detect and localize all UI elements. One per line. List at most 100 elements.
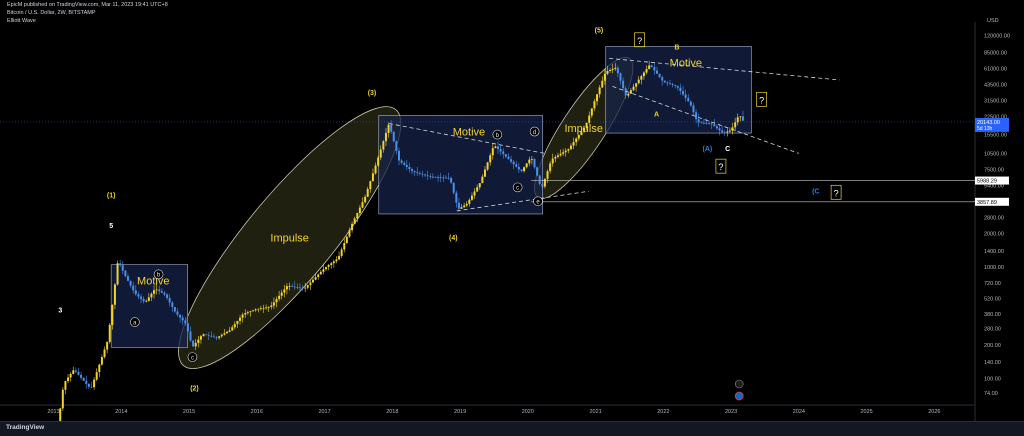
candle-body [311, 279, 314, 283]
price-tag-value: 3857.89 [977, 200, 997, 206]
candle-body [473, 191, 476, 196]
candle-body [90, 386, 93, 388]
candle-body [184, 320, 187, 324]
candle-body [140, 296, 143, 299]
candle-body [622, 80, 625, 89]
candle-body [713, 124, 716, 127]
candle-body [450, 177, 453, 183]
candle-body [562, 152, 565, 154]
candle-body [666, 82, 669, 84]
candle-body [710, 123, 713, 125]
y-tick-label: 2000.00 [984, 232, 1004, 238]
candle-body [489, 155, 492, 163]
candle-body [69, 373, 72, 378]
candle-body [650, 65, 653, 68]
price-tag-value: 20143.00 [977, 120, 1000, 126]
y-tick-label: 5400.00 [984, 184, 1004, 190]
candle-body [364, 196, 367, 203]
price-tag-value: 5988.29 [977, 179, 997, 185]
motive-label: Motive [453, 127, 485, 139]
candle-body [384, 132, 387, 142]
candle-body [663, 80, 666, 83]
candle-body [338, 255, 341, 260]
candle-body [588, 115, 591, 123]
candle-body [291, 286, 294, 287]
candle-body [603, 73, 606, 81]
candle-body [684, 94, 687, 98]
wave-label: 3 [58, 308, 62, 315]
candle-body [726, 131, 729, 133]
candle-body [476, 187, 479, 192]
candle-body [546, 171, 549, 179]
candle-body [520, 169, 523, 172]
candle-body [108, 324, 111, 343]
y-tick-label: 74.00 [984, 391, 998, 397]
candle-body [223, 333, 226, 335]
candle-body [207, 335, 210, 336]
candle-body [590, 108, 593, 116]
candle-body [559, 153, 562, 156]
candle-body [304, 287, 307, 289]
price-tag-countdown: 5d 13h [977, 126, 993, 132]
candle-body [379, 149, 382, 158]
x-tick-label: 2026 [928, 409, 940, 415]
candle-body [340, 249, 343, 256]
candle-body [249, 311, 252, 313]
candle-body [265, 307, 268, 309]
candle-body [121, 265, 124, 271]
candle-body [72, 370, 75, 374]
candle-body [205, 334, 208, 336]
candle-body [77, 371, 80, 375]
candle-body [525, 163, 528, 168]
candle-body [447, 177, 450, 179]
wave-circle [153, 269, 164, 280]
candle-body [405, 164, 408, 168]
candle-body [611, 68, 614, 70]
candle-body [468, 199, 471, 204]
candle-body [554, 156, 557, 159]
wave-label: (5) [595, 28, 604, 35]
price-tag [975, 176, 1009, 185]
candle-body [150, 293, 153, 298]
candle-body [254, 309, 257, 311]
candle-body [160, 291, 163, 293]
candle-body [411, 169, 414, 172]
candle-body [442, 177, 445, 179]
candle-body [176, 311, 179, 315]
y-tick-label: 120000.00 [984, 34, 1010, 40]
price-chart[interactable]: USD 120000.00 85000.00 61000.00 43500.00 3150… [0, 0, 1024, 421]
question-mark: ? [759, 95, 764, 105]
candle-body [437, 177, 440, 178]
flag-icon[interactable] [734, 391, 744, 401]
candle-body [596, 94, 599, 102]
candle-body [244, 313, 247, 315]
candle-body [408, 167, 411, 170]
candle-body [374, 165, 377, 174]
candle-body [551, 158, 554, 164]
candle-body [624, 88, 627, 96]
candle-body [322, 269, 325, 272]
candle-body [661, 77, 664, 81]
candle-body [583, 127, 586, 132]
y-tick-label: 31500.00 [984, 98, 1007, 104]
candle-body [345, 236, 348, 244]
candle-body [124, 270, 127, 277]
candle-body [353, 218, 356, 224]
candle-body [163, 292, 166, 295]
y-tick-label: 200.00 [984, 343, 1001, 349]
candle-body [431, 176, 434, 178]
candle-body [671, 84, 674, 86]
candle-body [648, 65, 651, 69]
candle-body [416, 172, 419, 174]
wave-circle-label: b [157, 273, 161, 279]
event-icon[interactable] [734, 379, 744, 389]
candle-body [400, 160, 403, 163]
candle-body [687, 97, 690, 102]
candle-body [403, 162, 406, 165]
x-tick-label: 2022 [657, 409, 669, 415]
candle-body [434, 176, 437, 178]
y-tick-label: 2800.00 [984, 215, 1004, 221]
wave-label: (C [812, 188, 819, 195]
candle-body [98, 364, 101, 373]
candle-body [614, 67, 617, 69]
